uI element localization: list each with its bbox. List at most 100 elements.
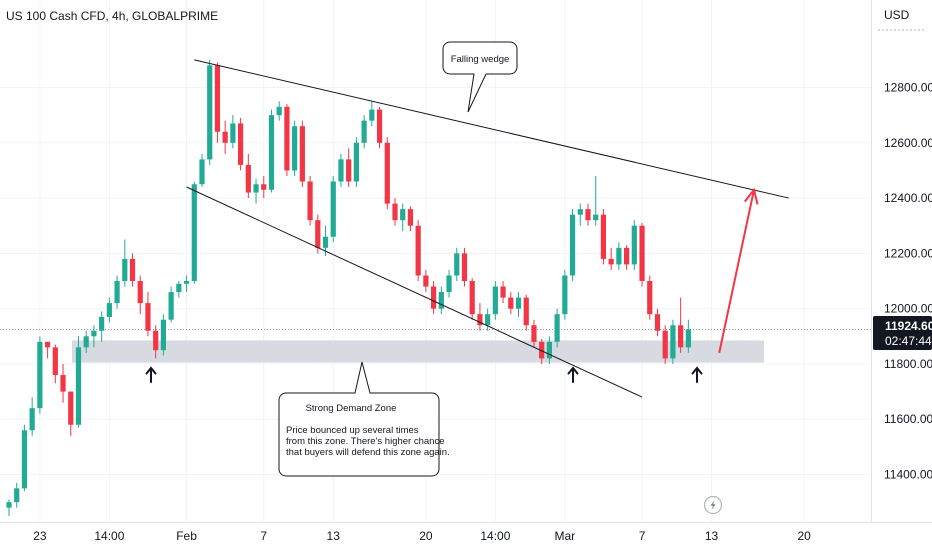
candle-body bbox=[438, 292, 444, 309]
candle-body bbox=[392, 203, 398, 221]
current-price-label: 11924.60 bbox=[885, 319, 932, 333]
candle-body bbox=[330, 181, 336, 237]
price-axis[interactable]: USD 11400.00 11600.00 11800.00 12000.00 1220… bbox=[871, 0, 932, 522]
candle-body bbox=[114, 281, 120, 304]
overlay-back-layer bbox=[0, 328, 871, 363]
demand-zone-rect bbox=[72, 340, 764, 363]
candle-body bbox=[515, 297, 522, 309]
candle-body bbox=[608, 258, 614, 265]
candle-body bbox=[106, 303, 112, 317]
x-tick-label: Mar bbox=[555, 529, 576, 543]
demand-zone-title: Strong Demand Zone bbox=[306, 403, 397, 414]
candle-body bbox=[52, 347, 58, 375]
candle-body bbox=[639, 225, 645, 281]
x-tick-label: 7 bbox=[260, 529, 267, 543]
candle-body bbox=[539, 341, 545, 359]
candle-body bbox=[600, 214, 607, 259]
candle-body bbox=[423, 275, 429, 287]
candle-body bbox=[546, 341, 552, 359]
y-tick-label: 12800.00 bbox=[884, 81, 932, 95]
candle-body bbox=[685, 329, 691, 348]
candle-body bbox=[91, 330, 97, 337]
candle-body bbox=[662, 330, 668, 359]
candle-body bbox=[407, 209, 414, 226]
candle-body bbox=[384, 142, 390, 204]
y-tick-label: 11800.00 bbox=[884, 357, 932, 371]
candle-body bbox=[531, 325, 537, 342]
candle-body bbox=[137, 281, 143, 304]
candle-body bbox=[376, 109, 383, 143]
candle-body bbox=[593, 214, 599, 221]
lightning-icon[interactable] bbox=[703, 495, 723, 515]
candle-body bbox=[214, 65, 221, 132]
candle-body bbox=[191, 184, 197, 281]
y-axis-ticks: 11400.00 11600.00 11800.00 12000.00 12200.00… bbox=[878, 29, 932, 482]
x-tick-label: 13 bbox=[327, 529, 341, 543]
candle-body bbox=[678, 325, 684, 348]
demand-zone-text-line: Price bounced up several times bbox=[286, 425, 419, 436]
price-tag-bg bbox=[873, 316, 932, 350]
candle-body bbox=[292, 126, 298, 171]
time-axis[interactable]: 23 14:00 Feb 7 13 20 14:00 Mar 7 13 20 bbox=[0, 522, 932, 544]
y-tick-label: 12200.00 bbox=[884, 246, 932, 260]
candle-body bbox=[654, 314, 661, 331]
candle-body bbox=[485, 314, 491, 326]
candle-body bbox=[461, 253, 468, 281]
candle-body bbox=[338, 159, 344, 182]
demand-zone-text-line: from this zone. There's higher chance bbox=[286, 436, 444, 447]
candle-body bbox=[168, 292, 174, 320]
countdown-label: 02:47:44 bbox=[885, 334, 932, 348]
falling-wedge-label: Falling wedge bbox=[451, 54, 510, 65]
candle-body bbox=[299, 126, 305, 182]
y-tick-label: 12600.00 bbox=[884, 136, 932, 150]
candle-body bbox=[353, 142, 359, 182]
candle-body bbox=[361, 120, 367, 143]
candle-body bbox=[446, 275, 452, 293]
candle-body bbox=[492, 286, 498, 315]
candle-body bbox=[129, 258, 136, 281]
candle-body bbox=[14, 488, 20, 503]
candle-body bbox=[207, 65, 213, 160]
candle-body bbox=[45, 341, 51, 348]
x-tick-label: 20 bbox=[419, 529, 433, 543]
candle-body bbox=[523, 297, 529, 326]
candle-body bbox=[238, 123, 244, 165]
candle-body bbox=[431, 286, 437, 309]
x-tick-label: 14:00 bbox=[94, 529, 124, 543]
projection-arrow-head bbox=[743, 187, 759, 205]
candle-body bbox=[253, 184, 259, 193]
candle-body bbox=[222, 131, 228, 143]
candle-body bbox=[577, 209, 583, 215]
demand-zone-callout bbox=[278, 361, 440, 477]
candle-body bbox=[670, 325, 676, 359]
candle-body bbox=[60, 374, 66, 392]
bounce-arrow-icon bbox=[145, 366, 157, 383]
candle-body bbox=[29, 408, 35, 431]
candle-body bbox=[75, 347, 82, 425]
candle-body bbox=[616, 247, 622, 265]
overlay-front-layer: Falling wedge Strong Demand Zone Price bou… bbox=[145, 41, 789, 477]
candle-body bbox=[307, 181, 313, 221]
y-tick-label: 11400.00 bbox=[884, 468, 932, 482]
candle-body bbox=[477, 314, 483, 326]
candle-body bbox=[261, 184, 267, 190]
candle-body bbox=[160, 319, 166, 351]
candle-body bbox=[230, 123, 236, 143]
candle-body bbox=[21, 430, 28, 489]
candle-body bbox=[176, 283, 182, 293]
candle-body bbox=[554, 314, 560, 342]
candle-body bbox=[454, 253, 460, 276]
candles bbox=[6, 59, 691, 516]
candle-body bbox=[469, 281, 475, 315]
falling-wedge-callout bbox=[442, 41, 518, 113]
candle-body bbox=[183, 281, 190, 284]
currency-label: USD bbox=[884, 8, 910, 22]
projection-arrow-shaft bbox=[718, 189, 755, 354]
demand-zone-text-line: that buyers will defend this zone again. bbox=[286, 447, 450, 458]
candle-body bbox=[400, 209, 406, 221]
x-tick-label: Feb bbox=[176, 529, 197, 543]
x-tick-label: 14:00 bbox=[480, 529, 510, 543]
candle-body bbox=[83, 336, 89, 348]
candle-body bbox=[199, 159, 205, 185]
